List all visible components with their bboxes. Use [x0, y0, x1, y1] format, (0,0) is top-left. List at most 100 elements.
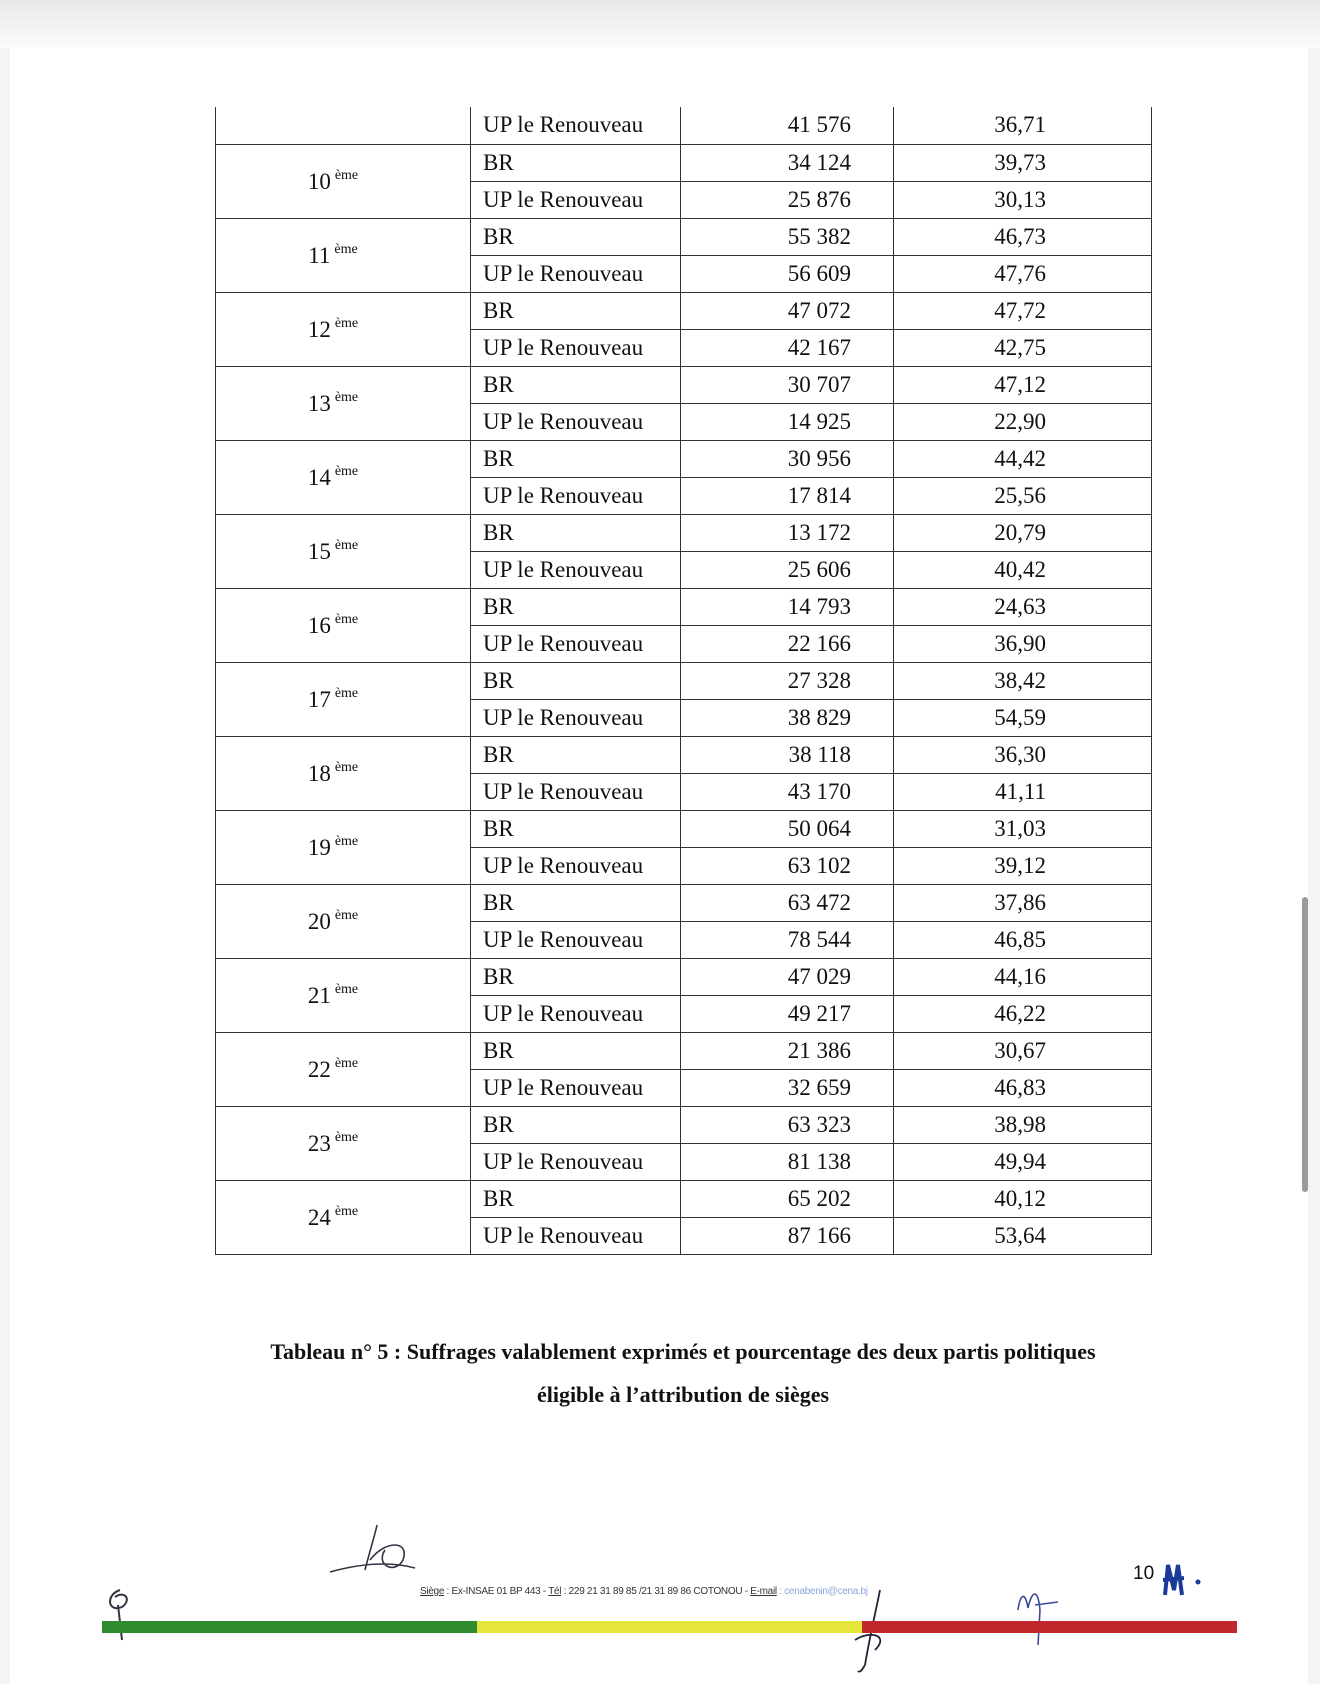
votes-cell: 27 328 — [680, 661, 894, 700]
party-cell: UP le Renouveau — [470, 846, 681, 885]
party-cell: BR — [470, 957, 681, 996]
votes-cell: 63 472 — [680, 883, 894, 922]
percent-cell: 44,42 — [893, 439, 1152, 478]
party-cell: BR — [470, 1179, 681, 1218]
district-cell: 16 ème — [215, 587, 471, 663]
district-cell: 23 ème — [215, 1105, 471, 1181]
district-suffix: ème — [334, 759, 359, 775]
votes-cell: 41 576 — [680, 107, 894, 145]
page-number: 10 — [1133, 1563, 1155, 1584]
siege-value: : Ex-INSAE 01 BP 443 - — [444, 1586, 549, 1597]
table-row: UP le Renouveau 78 544 46,85 — [216, 920, 1152, 959]
table-row: 12 ème BR 47 072 47,72 — [215, 291, 1152, 367]
district-number: 14 — [307, 464, 331, 490]
district-cell: 22 ème — [215, 1031, 471, 1107]
district-suffix: ème — [334, 463, 359, 479]
percent-cell: 47,12 — [893, 365, 1152, 404]
results-table: UP le Renouveau 41 576 36,71 10 ème BR 34 1… — [215, 107, 1152, 1255]
party-cell: BR — [470, 439, 681, 478]
table-row: 17 ème BR 27 328 38,42 — [215, 661, 1152, 737]
signature-left — [109, 1589, 128, 1641]
percent-cell: 36,90 — [893, 624, 1152, 663]
district-cell: 21 ème — [215, 957, 471, 1033]
district-cell: 18 ème — [215, 735, 471, 811]
table-row: UP le Renouveau 22 166 36,90 — [216, 624, 1152, 663]
percent-cell: 49,94 — [893, 1142, 1152, 1181]
table-row: 23 ème BR 63 323 38,98 — [215, 1105, 1152, 1181]
district-number: 16 — [307, 612, 331, 638]
percent-cell: 46,83 — [893, 1068, 1152, 1107]
table-row: UP le Renouveau 17 814 25,56 — [216, 476, 1152, 515]
party-cell: UP le Renouveau — [470, 1068, 681, 1107]
votes-cell: 25 876 — [680, 180, 894, 219]
district-cell: 15 ème — [215, 513, 471, 589]
votes-cell: 87 166 — [680, 1216, 894, 1255]
votes-cell: 32 659 — [680, 1068, 894, 1107]
votes-cell: 50 064 — [680, 809, 894, 848]
district-cell: 19 ème — [215, 809, 471, 885]
percent-cell: 22,90 — [893, 402, 1152, 441]
district-number: 17 — [307, 686, 331, 712]
votes-cell: 56 609 — [680, 254, 894, 293]
top-shade — [0, 0, 1320, 48]
initials-stamp — [1162, 1564, 1201, 1596]
party-cell: UP le Renouveau — [470, 402, 681, 441]
votes-cell: 21 386 — [680, 1031, 894, 1070]
party-cell: UP le Renouveau — [470, 476, 681, 515]
percent-cell: 53,64 — [893, 1216, 1152, 1255]
table-row: 20 ème BR 63 472 37,86 — [215, 883, 1152, 959]
percent-cell: 37,86 — [893, 883, 1152, 922]
votes-cell: 47 029 — [680, 957, 894, 996]
district-cell: 17 ème — [215, 661, 471, 737]
caption-line-1: Tableau n° 5 : Suffrages valablement exp… — [270, 1339, 1096, 1364]
percent-cell: 39,73 — [893, 143, 1152, 182]
district-cell: 24 ème — [215, 1179, 471, 1255]
district-cell: 12 ème — [215, 291, 471, 367]
party-cell: UP le Renouveau — [470, 254, 681, 293]
party-cell: UP le Renouveau — [470, 1216, 681, 1255]
signature-3 — [1017, 1593, 1059, 1646]
email-value: : cenabenin@cena.bj — [776, 1586, 868, 1597]
party-cell: UP le Renouveau — [470, 550, 681, 589]
votes-cell: 17 814 — [680, 476, 894, 515]
district-suffix: ème — [334, 833, 359, 849]
district-suffix: ème — [334, 907, 359, 923]
percent-cell: 44,16 — [893, 957, 1152, 996]
votes-cell: 43 170 — [680, 772, 894, 811]
district-number: 24 — [307, 1204, 331, 1230]
party-cell: UP le Renouveau — [470, 772, 681, 811]
table-row: UP le Renouveau 42 167 42,75 — [216, 328, 1152, 367]
votes-cell: 14 793 — [680, 587, 894, 626]
table-row: 14 ème BR 30 956 44,42 — [215, 439, 1152, 515]
district-suffix: ème — [334, 315, 359, 331]
percent-cell: 46,22 — [893, 994, 1152, 1033]
district-number: 20 — [307, 908, 331, 934]
tel-label: Tél — [548, 1586, 562, 1597]
percent-cell: 24,63 — [893, 587, 1152, 626]
district-suffix: ème — [334, 685, 359, 701]
party-cell: BR — [470, 1031, 681, 1070]
percent-cell: 42,75 — [893, 328, 1152, 367]
district-suffix: ème — [334, 389, 359, 405]
tel-value: : 229 21 31 89 85 /21 31 89 86 COTONOU - — [561, 1586, 751, 1597]
table-row: 22 ème BR 21 386 30,67 — [215, 1031, 1152, 1107]
percent-cell: 47,76 — [893, 254, 1152, 293]
party-cell: UP le Renouveau — [470, 994, 681, 1033]
votes-cell: 25 606 — [680, 550, 894, 589]
flag-bar-green — [102, 1621, 477, 1633]
scrollbar[interactable] — [1302, 897, 1308, 1192]
flag-bar-red — [862, 1621, 1237, 1633]
party-cell: BR — [470, 365, 681, 404]
percent-cell: 47,72 — [893, 291, 1152, 330]
percent-cell: 25,56 — [893, 476, 1152, 515]
party-cell: UP le Renouveau — [470, 1142, 681, 1181]
party-cell: UP le Renouveau — [470, 698, 681, 737]
district-suffix: ème — [334, 537, 359, 553]
district-number: 11 — [308, 242, 331, 268]
email-label: E-mail — [750, 1586, 777, 1597]
district-suffix: ème — [334, 241, 358, 257]
party-cell: UP le Renouveau — [470, 180, 681, 219]
table-row: 21 ème BR 47 029 44,16 — [215, 957, 1152, 1033]
party-cell: BR — [470, 291, 681, 330]
siege-label: Siège — [420, 1586, 445, 1597]
